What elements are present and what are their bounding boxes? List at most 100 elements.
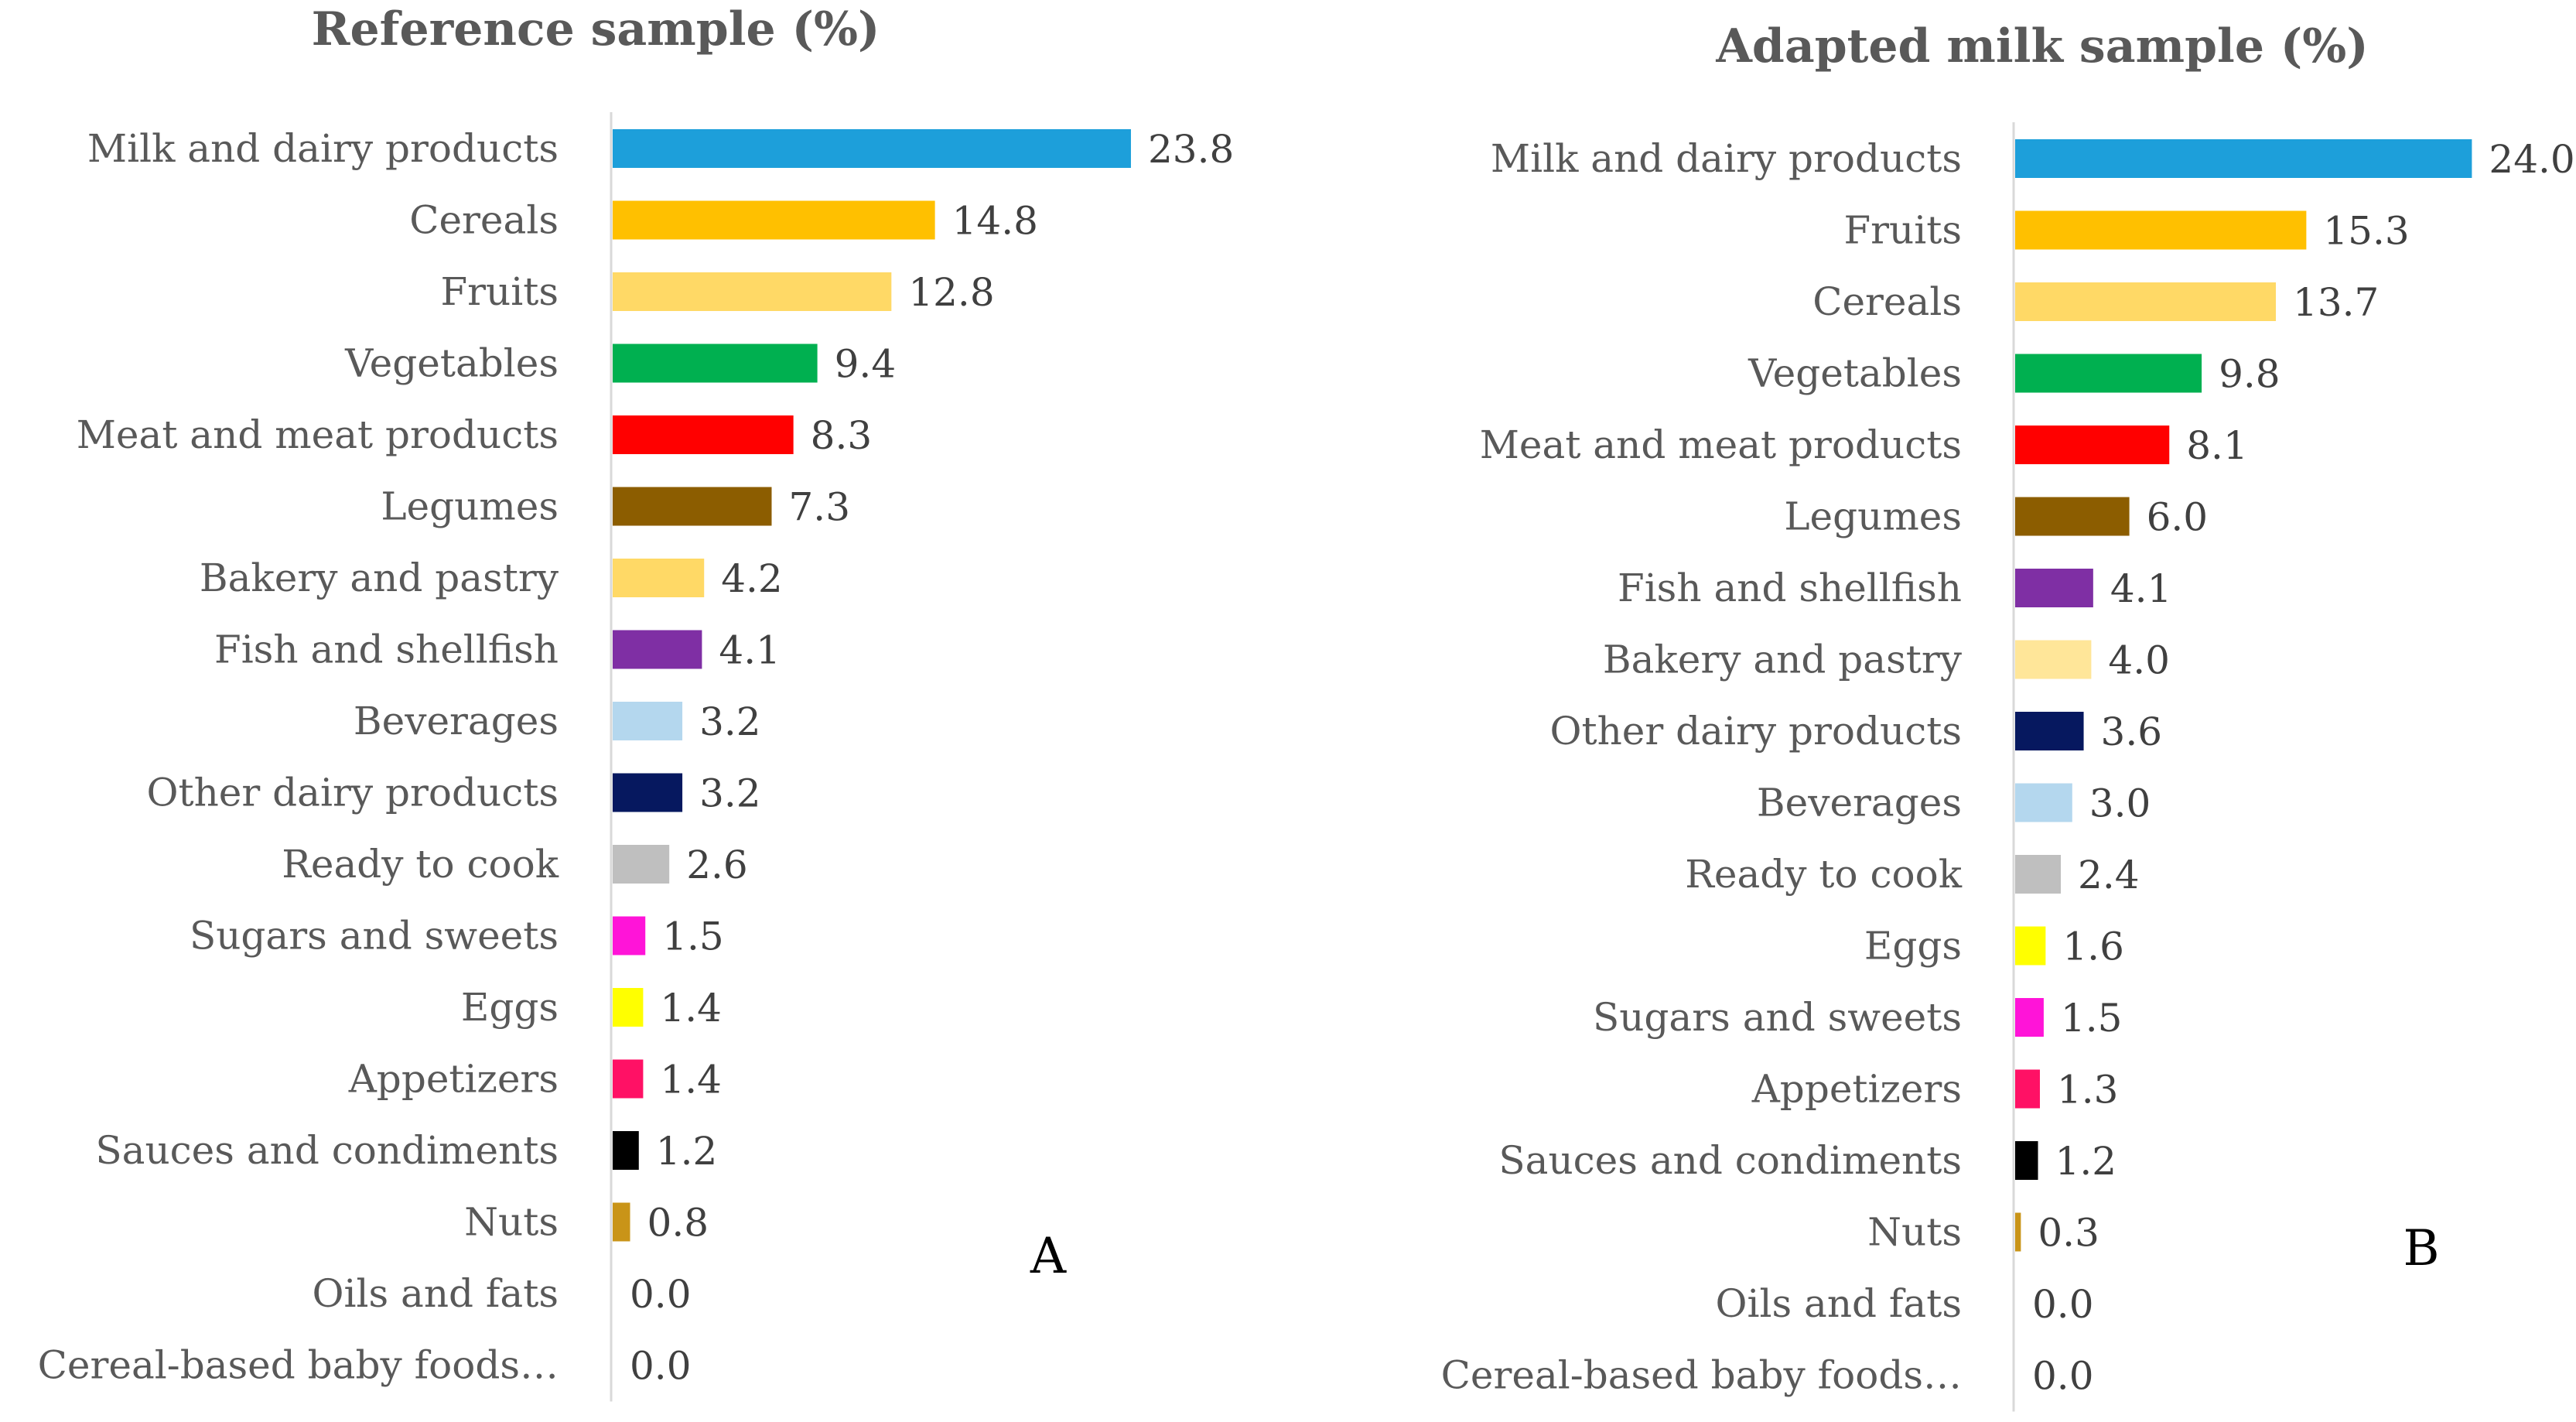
bar xyxy=(2015,855,2062,894)
data-label: 3.2 xyxy=(699,699,761,744)
category-label: Beverages xyxy=(354,699,559,743)
data-label: 1.5 xyxy=(2061,996,2123,1041)
chart-title: Reference sample (%) xyxy=(312,2,880,56)
bar xyxy=(2015,497,2130,536)
data-label: 4.0 xyxy=(2108,638,2170,683)
category-label: Other dairy products xyxy=(147,771,559,815)
category-label: Fish and shellfish xyxy=(1618,566,1962,610)
data-label: 3.2 xyxy=(699,771,761,816)
bar xyxy=(613,702,683,740)
category-label: Oils and fats xyxy=(312,1271,559,1316)
panel-letter: A xyxy=(1030,1228,1067,1285)
bar xyxy=(613,1059,644,1099)
bar xyxy=(613,487,772,526)
bar xyxy=(2015,282,2277,321)
category-label: Milk and dairy products xyxy=(1491,136,1962,181)
bar xyxy=(613,773,683,812)
bar xyxy=(613,916,646,955)
category-label: Meat and meat products xyxy=(77,412,559,457)
bar xyxy=(613,630,702,669)
bar xyxy=(2015,426,2170,464)
data-label: 0.0 xyxy=(630,1344,692,1389)
data-label: 3.6 xyxy=(2101,709,2163,754)
chart-panel-b: Adapted milk sample (%) Milk and dairy pr… xyxy=(1441,19,2575,1412)
category-label: Meat and meat products xyxy=(1480,422,1962,467)
category-label: Cereals xyxy=(409,198,559,243)
category-label: Cereal-based baby foods… xyxy=(1441,1353,1962,1398)
data-label: 9.8 xyxy=(2219,352,2280,397)
category-label: Milk and dairy products xyxy=(87,126,559,171)
data-label: 8.1 xyxy=(2186,423,2248,468)
bar xyxy=(2015,926,2046,966)
bar xyxy=(2015,354,2202,393)
data-label: 1.6 xyxy=(2062,925,2124,969)
data-label: 0.0 xyxy=(630,1272,692,1317)
category-label: Bakery and pastry xyxy=(1603,638,1963,682)
category-label: Ready to cook xyxy=(1685,852,1962,897)
data-label: 3.0 xyxy=(2089,781,2151,826)
category-label: Oils and fats xyxy=(1715,1281,1962,1326)
data-label: 1.4 xyxy=(660,986,722,1031)
bar xyxy=(2015,1069,2040,1109)
bar xyxy=(2015,210,2307,250)
data-label: 4.2 xyxy=(721,556,783,601)
data-label: 0.0 xyxy=(2032,1354,2094,1399)
chart-title: Adapted milk sample (%) xyxy=(1715,19,2368,73)
panel-letter: B xyxy=(2403,1220,2439,1277)
category-label: Nuts xyxy=(464,1200,559,1245)
bar xyxy=(613,845,670,884)
data-label: 13.7 xyxy=(2293,280,2379,325)
category-label: Sauces and condiments xyxy=(95,1128,559,1173)
bar xyxy=(2015,640,2092,679)
category-label: Sauces and condiments xyxy=(1498,1138,1962,1183)
category-label: Sugars and sweets xyxy=(1593,995,1962,1040)
category-label: Sugars and sweets xyxy=(190,914,559,959)
category-label: Vegetables xyxy=(1748,351,1962,396)
category-label: Other dairy products xyxy=(1550,709,1963,754)
bar xyxy=(613,344,818,383)
data-label: 24.0 xyxy=(2489,137,2574,182)
category-label: Fruits xyxy=(1843,208,1962,253)
category-label: Beverages xyxy=(1757,781,1962,826)
bar xyxy=(613,1202,630,1242)
bar xyxy=(2015,139,2472,178)
bar xyxy=(2015,1212,2021,1252)
data-label: 4.1 xyxy=(719,628,781,673)
bar xyxy=(2015,712,2084,750)
category-label: Appetizers xyxy=(348,1057,559,1102)
bar xyxy=(613,129,1131,168)
bar xyxy=(2015,1141,2038,1180)
data-label: 6.0 xyxy=(2147,495,2209,540)
bar xyxy=(613,272,892,311)
category-label: Cereal-based baby foods… xyxy=(38,1343,559,1388)
category-label: Bakery and pastry xyxy=(200,555,559,600)
data-label: 0.8 xyxy=(647,1201,709,1246)
data-label: 7.3 xyxy=(788,485,850,530)
data-label: 9.4 xyxy=(835,342,897,387)
bar xyxy=(2015,783,2072,822)
data-label: 8.3 xyxy=(811,413,873,458)
bar xyxy=(613,559,705,597)
category-label: Legumes xyxy=(1784,494,1962,539)
bar xyxy=(613,415,794,454)
data-label: 23.8 xyxy=(1148,127,1234,172)
bar xyxy=(2015,569,2093,607)
bar xyxy=(613,988,644,1027)
data-label: 1.2 xyxy=(656,1129,718,1174)
category-label: Vegetables xyxy=(344,341,559,386)
data-label: 1.4 xyxy=(660,1058,722,1102)
category-label: Appetizers xyxy=(1751,1067,1962,1112)
data-label: 14.8 xyxy=(952,199,1038,244)
category-label: Nuts xyxy=(1867,1210,1962,1255)
chart-panel-a: Reference sample (%) Milk and dairy produ… xyxy=(38,2,1234,1402)
category-label: Eggs xyxy=(1864,924,1962,969)
bar xyxy=(613,1131,639,1170)
bar xyxy=(613,200,935,240)
category-label: Fish and shellfish xyxy=(214,627,559,672)
data-label: 2.6 xyxy=(686,843,748,887)
data-label: 2.4 xyxy=(2078,853,2140,897)
category-label: Eggs xyxy=(461,985,559,1030)
data-label: 1.5 xyxy=(662,914,724,959)
data-label: 1.2 xyxy=(2055,1139,2117,1184)
